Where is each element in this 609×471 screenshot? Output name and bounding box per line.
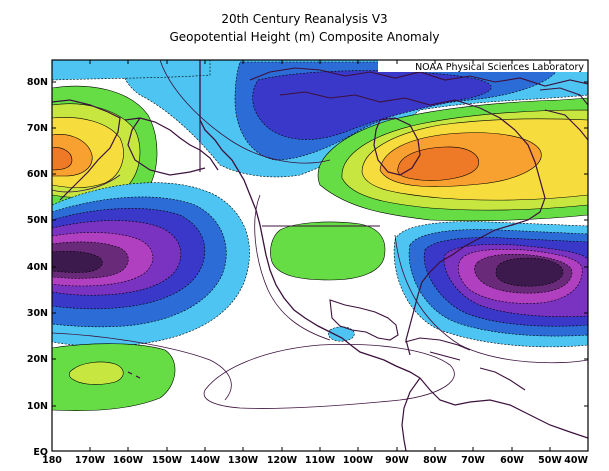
lon-label-100w: 100W — [343, 455, 374, 466]
positive-anomaly-west-core — [52, 147, 73, 171]
positive-anomaly-east-core — [397, 146, 480, 181]
lat-label-30n: 30N — [27, 308, 48, 319]
coastline-greenland — [539, 87, 588, 141]
lon-label-130w: 130W — [228, 455, 259, 466]
lon-label-160w: 160W — [113, 455, 144, 466]
credit-box — [378, 60, 588, 72]
lon-label-120w: 120W — [267, 455, 298, 466]
longitude-axis: 180 170W 160W 150W 140W 130W 120W 110W 1… — [42, 60, 589, 466]
lat-label-60n: 60N — [27, 169, 48, 180]
contour-line-2 — [254, 194, 331, 341]
lon-label-150w: 150W — [152, 455, 183, 466]
chart-title: 20th Century Reanalysis V3 — [221, 12, 388, 26]
coastline-labrador-atlantic — [405, 107, 546, 356]
lon-label-90w: 90W — [385, 455, 409, 466]
coastline-alaska — [124, 117, 219, 176]
positive-anomaly-tropical-yellowgreen — [68, 361, 124, 385]
lon-label-60w: 60W — [500, 455, 524, 466]
contour-line-6 — [159, 60, 331, 164]
lon-label-140w: 140W — [190, 455, 221, 466]
lat-label-80n: 80N — [27, 77, 48, 88]
lon-label-50w: 50W — [538, 455, 562, 466]
lon-label-70w: 70W — [461, 455, 485, 466]
contour-line-5 — [52, 174, 121, 193]
positive-anomaly-central-us — [270, 221, 386, 281]
negative-anomaly-atlantic-core — [495, 257, 564, 287]
coastline-gulf-of-mexico — [329, 299, 399, 341]
negative-anomaly-north-core — [252, 70, 492, 140]
coastline-north-america-west — [199, 60, 421, 379]
coastline-south-america — [401, 377, 588, 451]
lon-label-110w: 110W — [305, 455, 336, 466]
lon-label-180: 180 — [42, 455, 62, 466]
lon-label-80w: 80W — [423, 455, 447, 466]
negative-anomaly-northwest — [52, 60, 211, 81]
lon-label-170w: 170W — [75, 455, 106, 466]
coastline-caribbean — [404, 337, 526, 391]
contour-line-3 — [394, 234, 588, 364]
latitude-axis: 80N 70N 60N 50N 40N 30N 20N 10N EQ — [27, 77, 588, 458]
lon-label-40w: 40W — [564, 455, 588, 466]
lat-label-20n: 20N — [27, 354, 48, 365]
contour-line-4 — [52, 332, 232, 401]
coastline-siberia — [52, 99, 121, 201]
credit-text: NOAA Physical Sciences Laboratory — [415, 62, 584, 73]
coastline-hudson-bay — [373, 117, 421, 176]
lat-label-eq: EQ — [33, 447, 48, 458]
negative-anomaly-pacific-core — [52, 250, 103, 273]
lat-label-50n: 50N — [27, 215, 48, 226]
coastline-hawaii — [127, 371, 141, 379]
lat-label-70n: 70N — [27, 123, 48, 134]
lat-label-10n: 10N — [27, 401, 48, 412]
lat-label-40n: 40N — [27, 262, 48, 273]
chart-subtitle: Geopotential Height (m) Composite Anomal… — [169, 30, 440, 44]
contour-line-1 — [203, 343, 455, 409]
